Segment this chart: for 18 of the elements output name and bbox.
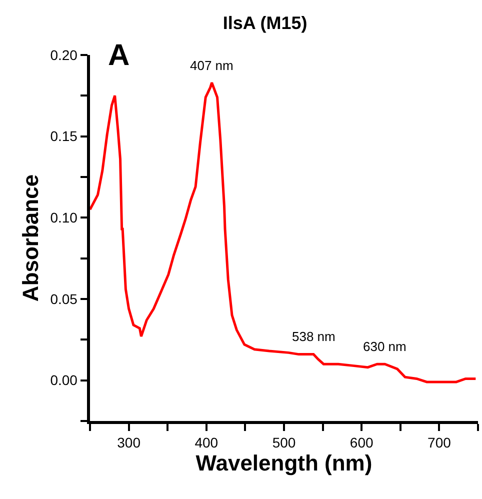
x-tick-label: 300 xyxy=(117,434,141,451)
annotation: 538 nm xyxy=(292,329,336,344)
line-series xyxy=(90,81,477,384)
y-axis-title: Absorbance xyxy=(18,174,43,302)
y-tick-label: 0.20 xyxy=(50,46,78,63)
annotation: 407 nm xyxy=(190,58,234,73)
x-tick-label: 600 xyxy=(350,434,374,451)
chart-title: IlsA (M15) xyxy=(222,12,308,33)
y-tick-label: 0.00 xyxy=(50,372,78,388)
x-axis-title: Wavelength (nm) xyxy=(196,450,372,476)
x-tick-label: 500 xyxy=(272,434,296,451)
annotation: A xyxy=(108,39,130,72)
y-tick-label: 0.15 xyxy=(50,128,78,144)
x-tick-label: 700 xyxy=(428,434,452,451)
annotation: 630 nm xyxy=(363,339,406,354)
x-tick-label: 400 xyxy=(194,434,218,451)
y-tick-label: 0.10 xyxy=(50,210,78,226)
y-tick-label: 0.05 xyxy=(50,290,78,307)
